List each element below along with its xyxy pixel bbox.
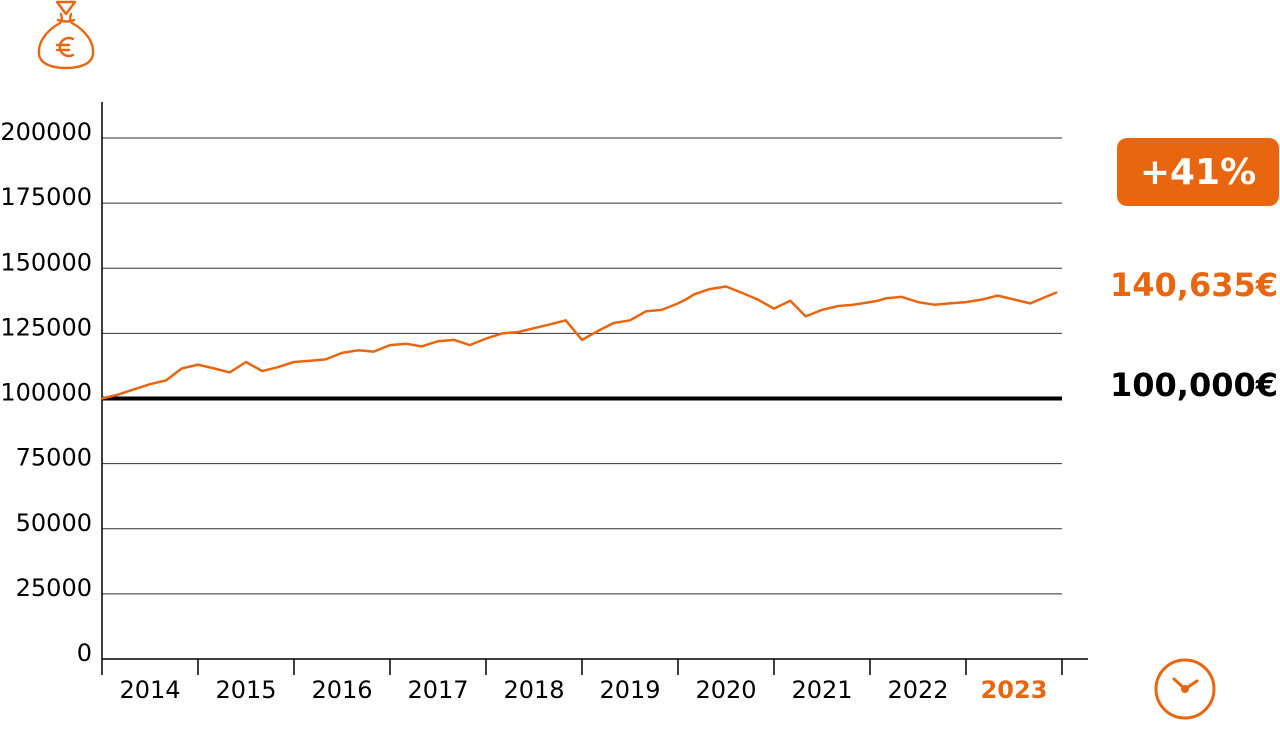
y-tick-label: 175000 xyxy=(0,183,92,211)
baseline-value-label: 100,000€ xyxy=(1109,366,1278,404)
series-line xyxy=(100,285,1058,400)
x-tick-label: 2021 xyxy=(791,676,852,704)
x-tick-label: 2020 xyxy=(695,676,756,704)
money-bag-euro-icon xyxy=(37,0,95,70)
y-tick-label: 0 xyxy=(77,639,92,667)
y-tick-label: 50000 xyxy=(16,509,92,537)
x-tick-label: 2022 xyxy=(887,676,948,704)
y-tick-label: 75000 xyxy=(16,444,92,472)
y-tick-label: 150000 xyxy=(0,248,92,276)
grid-lines xyxy=(102,137,1062,595)
y-tick-label: 25000 xyxy=(16,574,92,602)
axes xyxy=(101,102,1088,675)
y-tick-label: 125000 xyxy=(0,313,92,341)
x-tick-label: 2018 xyxy=(503,676,564,704)
growth-badge: +41% xyxy=(1117,138,1279,206)
y-tick-label: 100000 xyxy=(0,379,92,407)
x-tick-label: 2016 xyxy=(311,676,372,704)
x-tick-label: 2015 xyxy=(215,676,276,704)
x-tick-label: 2014 xyxy=(119,676,180,704)
y-tick-label: 200000 xyxy=(0,118,92,146)
y-tick-labels: 200000 175000 150000 125000 100000 75000 50000… xyxy=(0,118,92,667)
series-layer xyxy=(100,285,1058,400)
final-value-label: 140,635€ xyxy=(1109,266,1278,304)
clock-icon xyxy=(1154,658,1216,720)
x-tick-label: 2017 xyxy=(407,676,468,704)
x-tick-label: 2019 xyxy=(599,676,660,704)
x-tick-label: 2023 xyxy=(981,676,1048,704)
x-tick-labels: 2014 2015 2016 2017 2018 2019 2020 2021 2022 2023 xyxy=(119,676,1047,704)
